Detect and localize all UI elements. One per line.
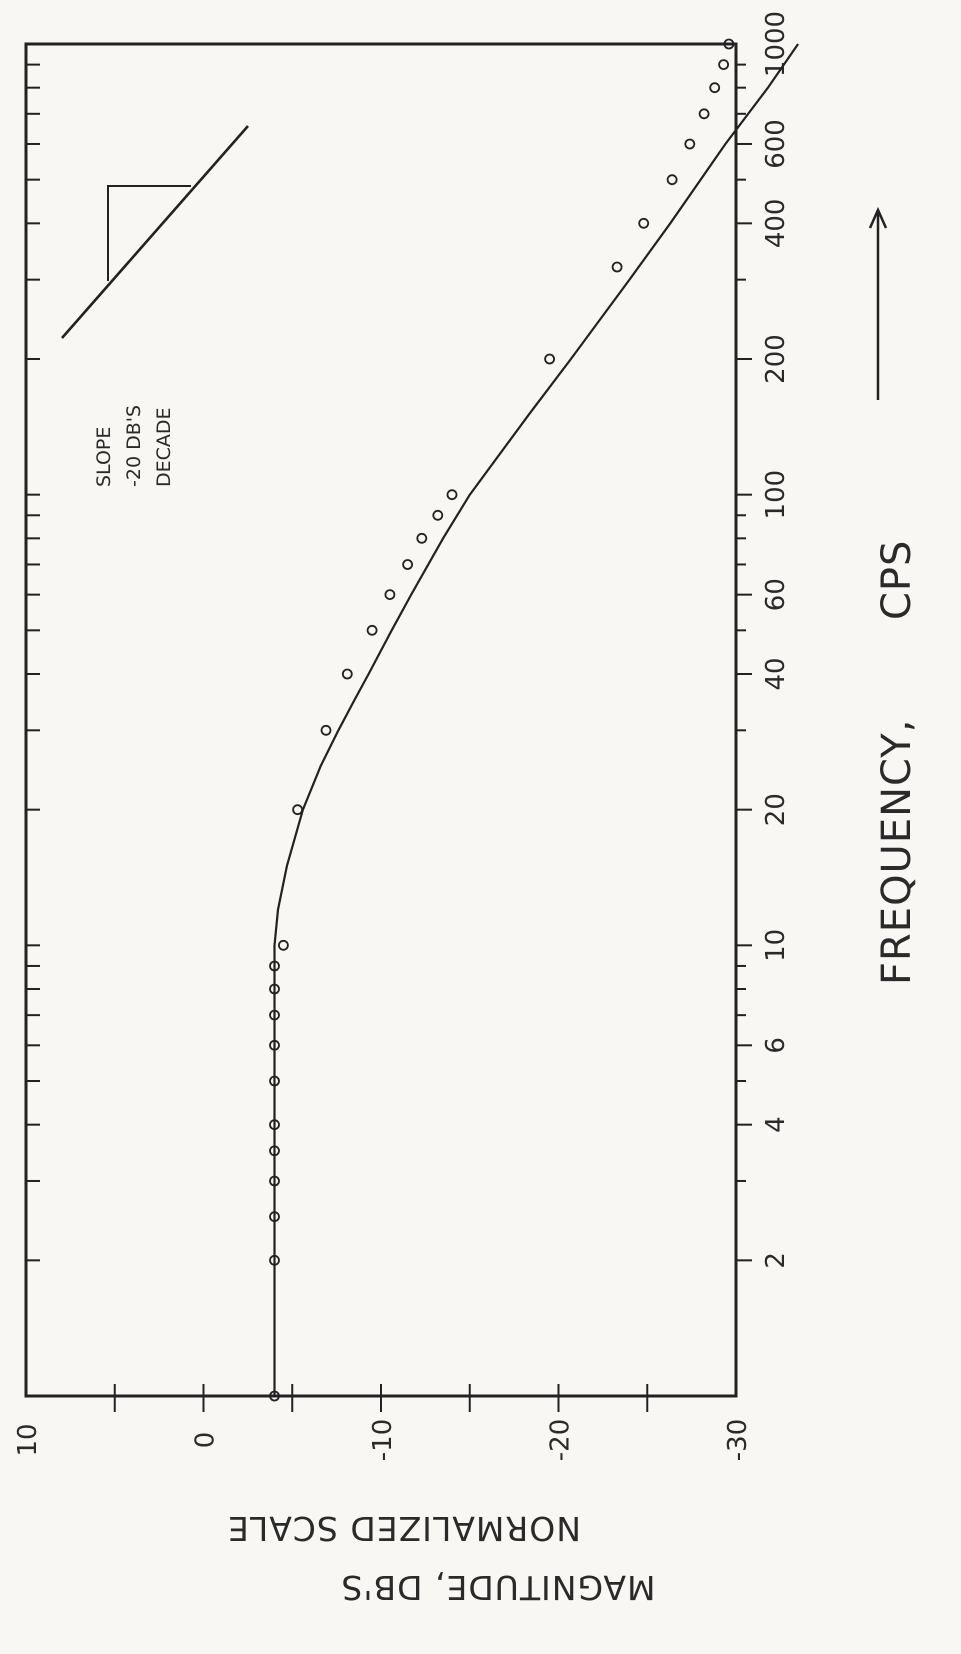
slope-annotation-line1: SLOPE (93, 427, 115, 487)
x-tick-label: 20 (761, 793, 791, 826)
x-tick-label: 600 (761, 119, 791, 169)
x-tick-label: 4 (761, 1116, 791, 1133)
y-axis-title-line1: MAGNITUDE, DB'S (340, 1568, 655, 1607)
measured-point (269, 1009, 280, 1021)
y-axis-tick-labels: 10 0 -10 -20 -30 (13, 1419, 753, 1461)
slope-annotation-line3: DECADE (153, 407, 175, 487)
measured-point (269, 1175, 280, 1187)
measured-point (698, 108, 710, 120)
measured-point (723, 38, 735, 50)
measured-point (638, 217, 650, 229)
measured-point (709, 82, 721, 94)
x-tick-label: 1000 (761, 11, 791, 77)
measured-point (269, 960, 280, 972)
measured-point (544, 353, 555, 365)
measured-point (269, 1119, 280, 1131)
measured-point (384, 589, 396, 600)
measured-point (366, 624, 378, 636)
measured-point (446, 489, 458, 501)
measured-point (416, 532, 428, 544)
x-axis-unit: CPS (874, 540, 920, 620)
x-tick-label: 60 (761, 578, 791, 611)
x-axis-tick-labels: 2 4 6 10 20 40 60 100 200 400 600 1000 (761, 11, 791, 1269)
measured-point (269, 1039, 280, 1051)
measured-point (269, 1211, 280, 1223)
slope-reference-line (61, 125, 249, 339)
measured-point (718, 59, 729, 70)
x-tick-label: 100 (761, 470, 791, 520)
x-tick-label: 2 (761, 1252, 791, 1269)
y-tick-label: 0 (191, 1432, 221, 1449)
x-tick-label: 10 (761, 929, 791, 962)
measured-point (402, 559, 414, 570)
measured-point (269, 1145, 280, 1157)
fitted-curve (273, 43, 800, 1396)
y-tick-label: -20 (546, 1419, 576, 1461)
frequency-arrow (868, 206, 888, 400)
slope-annotation: SLOPE -20 DB'S DECADE (61, 125, 249, 487)
x-tick-label: 200 (761, 334, 791, 384)
measured-point (269, 983, 280, 995)
x-tick-label: 6 (761, 1037, 791, 1054)
slope-reference-triangle (107, 185, 191, 281)
measured-point (292, 804, 304, 816)
x-axis-ticks (26, 63, 752, 1262)
measured-point (432, 509, 444, 521)
plot-frame (24, 42, 738, 1398)
measured-point (666, 174, 678, 186)
y-axis-title-line2: NORMALIZED SCALE (227, 1509, 581, 1548)
measured-point (269, 1254, 280, 1266)
x-tick-label: 400 (761, 199, 791, 249)
measured-point (269, 1075, 280, 1087)
x-tick-label: 40 (761, 657, 791, 690)
y-tick-label: 10 (13, 1423, 43, 1456)
y-axis-ticks (113, 1384, 649, 1412)
x-axis-title: FREQUENCY, (874, 719, 920, 985)
measured-point (611, 261, 623, 273)
plot-border (24, 42, 738, 1398)
series-layer (269, 38, 800, 1402)
measured-point (320, 724, 332, 736)
measured-point (684, 138, 696, 150)
measured-point (341, 668, 353, 680)
slope-annotation-line2: -20 DB'S (123, 405, 145, 487)
y-tick-label: -10 (368, 1419, 398, 1461)
y-tick-label: -30 (723, 1419, 753, 1461)
measured-point (269, 1390, 280, 1402)
measured-point (277, 939, 289, 951)
